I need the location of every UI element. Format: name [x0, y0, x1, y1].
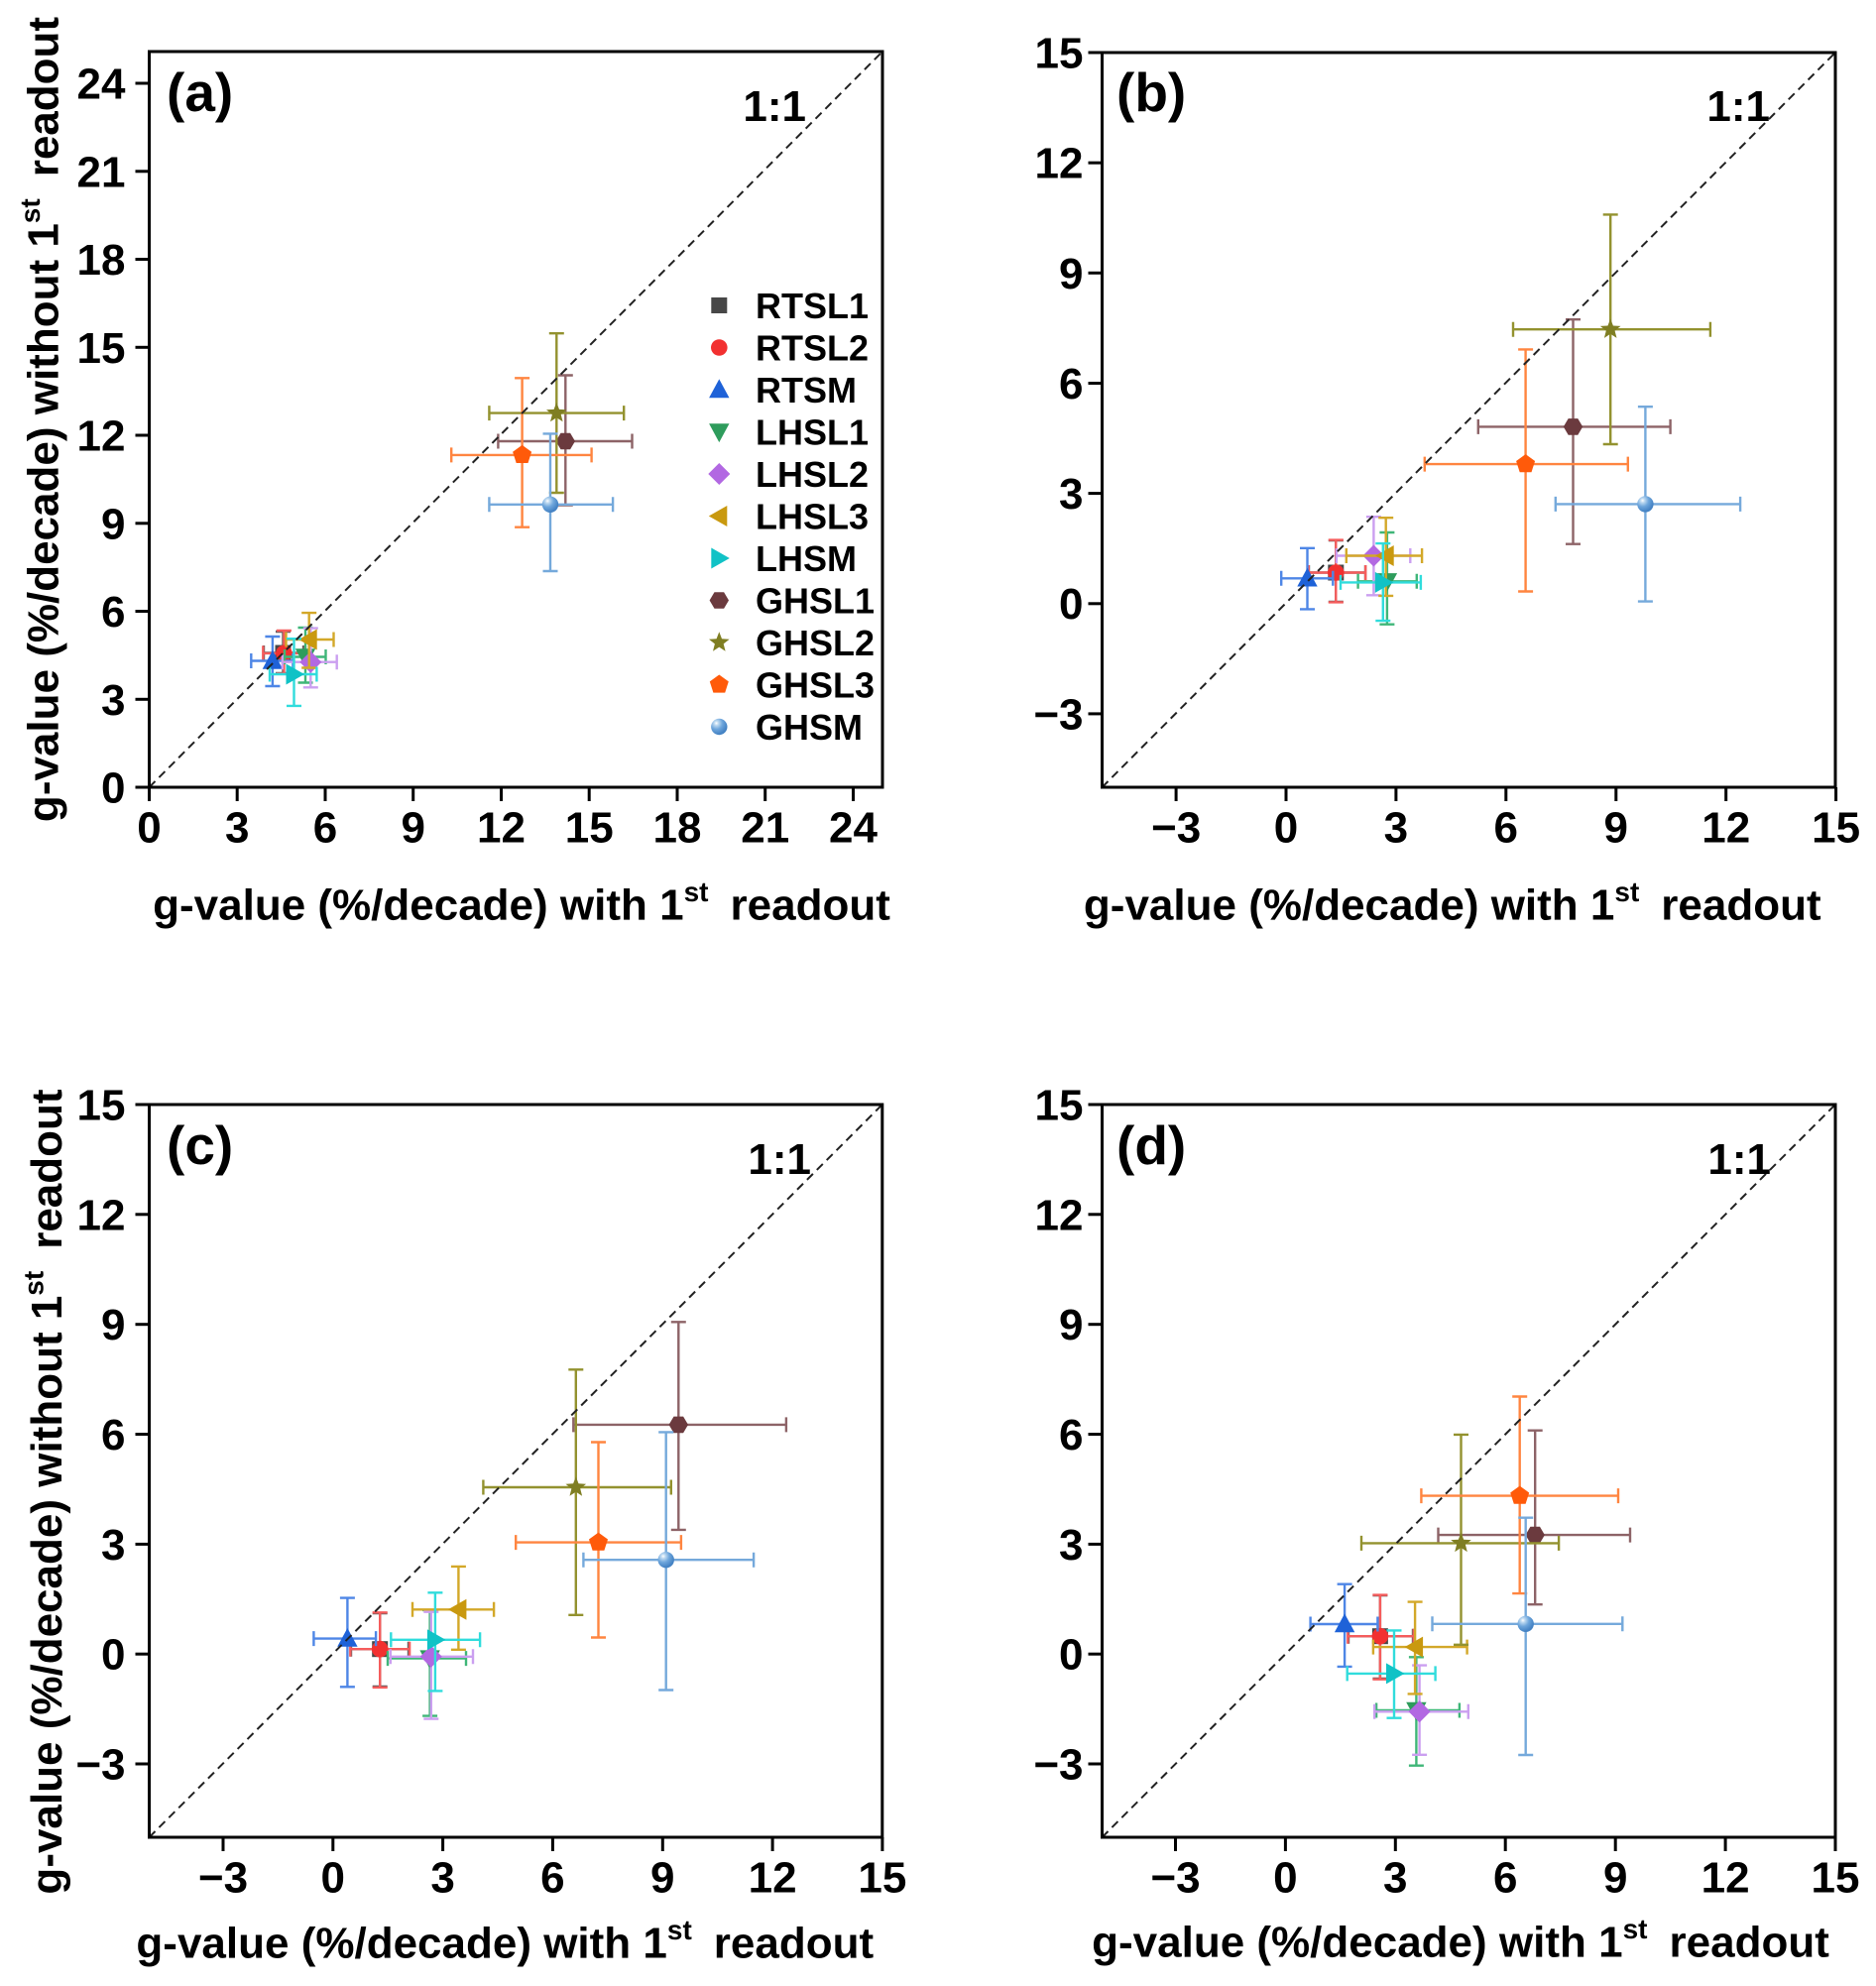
- svg-text:18: 18: [77, 236, 126, 285]
- svg-text:g-value (%/decade) with 1st re: g-value (%/decade) with 1st readout: [1092, 1914, 1829, 1967]
- svg-text:3: 3: [101, 676, 125, 725]
- svg-text:(c): (c): [167, 1114, 233, 1176]
- svg-text:−3: −3: [1033, 690, 1083, 739]
- svg-text:9: 9: [1603, 1854, 1627, 1903]
- svg-text:6: 6: [1493, 1854, 1517, 1903]
- svg-text:21: 21: [741, 804, 789, 853]
- svg-text:1:1: 1:1: [1706, 82, 1770, 131]
- svg-text:12: 12: [1035, 140, 1084, 188]
- svg-text:GHSL2: GHSL2: [756, 623, 875, 663]
- svg-text:LHSL2: LHSL2: [756, 454, 869, 495]
- svg-text:9: 9: [101, 1301, 125, 1349]
- svg-text:g-value (%/decade) with 1st re: g-value (%/decade) with 1st readout: [136, 1915, 874, 1968]
- svg-text:18: 18: [653, 804, 702, 853]
- svg-text:−3: −3: [75, 1741, 125, 1790]
- svg-text:21: 21: [77, 148, 126, 196]
- svg-text:6: 6: [313, 804, 337, 853]
- svg-text:g-value (%/decade) with 1st re: g-value (%/decade) with 1st readout: [1084, 876, 1821, 930]
- svg-text:3: 3: [225, 804, 249, 853]
- svg-text:1:1: 1:1: [748, 1135, 811, 1184]
- svg-text:3: 3: [1059, 470, 1083, 519]
- svg-text:0: 0: [1059, 580, 1083, 629]
- svg-text:0: 0: [1274, 804, 1298, 853]
- svg-text:1:1: 1:1: [743, 82, 806, 131]
- svg-text:15: 15: [1035, 30, 1084, 78]
- svg-text:0: 0: [101, 764, 125, 813]
- svg-text:9: 9: [1604, 804, 1628, 853]
- svg-text:(a): (a): [167, 61, 233, 123]
- svg-text:15: 15: [858, 1854, 906, 1903]
- svg-text:−3: −3: [1150, 1854, 1200, 1903]
- svg-text:15: 15: [1812, 804, 1860, 853]
- svg-text:3: 3: [1384, 804, 1408, 853]
- svg-text:9: 9: [1059, 1301, 1083, 1349]
- svg-text:0: 0: [137, 804, 161, 853]
- svg-text:LHSM: LHSM: [756, 538, 857, 579]
- svg-text:RTSL1: RTSL1: [756, 286, 869, 326]
- svg-text:(b): (b): [1116, 61, 1186, 123]
- svg-text:GHSL3: GHSL3: [756, 665, 875, 706]
- svg-text:−3: −3: [1151, 804, 1201, 853]
- svg-text:0: 0: [1273, 1854, 1297, 1903]
- svg-text:g-value (%/decade) with 1st re: g-value (%/decade) with 1st readout: [153, 876, 890, 930]
- svg-text:12: 12: [77, 1191, 126, 1239]
- svg-text:6: 6: [1494, 804, 1518, 853]
- svg-text:9: 9: [101, 500, 125, 548]
- svg-text:GHSM: GHSM: [756, 707, 863, 748]
- svg-text:9: 9: [1059, 250, 1083, 298]
- svg-text:6: 6: [540, 1854, 564, 1903]
- svg-text:6: 6: [1059, 1411, 1083, 1460]
- svg-text:15: 15: [77, 1082, 126, 1130]
- svg-text:15: 15: [1035, 1082, 1084, 1130]
- svg-text:6: 6: [1059, 360, 1083, 409]
- svg-text:12: 12: [749, 1854, 797, 1903]
- svg-text:−3: −3: [198, 1854, 248, 1903]
- svg-text:g-value (%/decade) without 1st: g-value (%/decade) without 1st readout: [15, 17, 68, 822]
- svg-text:0: 0: [101, 1631, 125, 1680]
- svg-text:12: 12: [1035, 1191, 1084, 1239]
- svg-text:LHSL3: LHSL3: [756, 497, 869, 537]
- svg-text:3: 3: [1383, 1854, 1407, 1903]
- svg-text:15: 15: [1812, 1854, 1860, 1903]
- svg-text:GHSL1: GHSL1: [756, 581, 875, 622]
- svg-text:6: 6: [101, 1411, 125, 1460]
- svg-text:LHSL1: LHSL1: [756, 412, 869, 453]
- svg-text:12: 12: [1701, 1854, 1750, 1903]
- svg-text:RTSL2: RTSL2: [756, 328, 869, 369]
- svg-text:12: 12: [77, 412, 126, 461]
- svg-text:12: 12: [1701, 804, 1750, 853]
- svg-text:1:1: 1:1: [1707, 1135, 1771, 1184]
- svg-text:RTSM: RTSM: [756, 370, 857, 410]
- svg-text:0: 0: [321, 1854, 345, 1903]
- svg-text:g-value (%/decade) without 1st: g-value (%/decade) without 1st readout: [19, 1089, 72, 1894]
- svg-text:−3: −3: [1033, 1741, 1083, 1790]
- svg-text:24: 24: [77, 60, 126, 109]
- svg-text:3: 3: [1059, 1521, 1083, 1570]
- svg-text:6: 6: [101, 588, 125, 637]
- svg-text:12: 12: [477, 804, 526, 853]
- svg-text:3: 3: [101, 1521, 125, 1570]
- svg-text:24: 24: [829, 804, 878, 853]
- svg-text:15: 15: [565, 804, 614, 853]
- svg-text:(d): (d): [1116, 1114, 1186, 1176]
- svg-text:15: 15: [77, 324, 126, 373]
- svg-text:9: 9: [401, 804, 424, 853]
- svg-text:0: 0: [1059, 1631, 1083, 1680]
- svg-text:9: 9: [650, 1854, 674, 1903]
- svg-text:3: 3: [430, 1854, 454, 1903]
